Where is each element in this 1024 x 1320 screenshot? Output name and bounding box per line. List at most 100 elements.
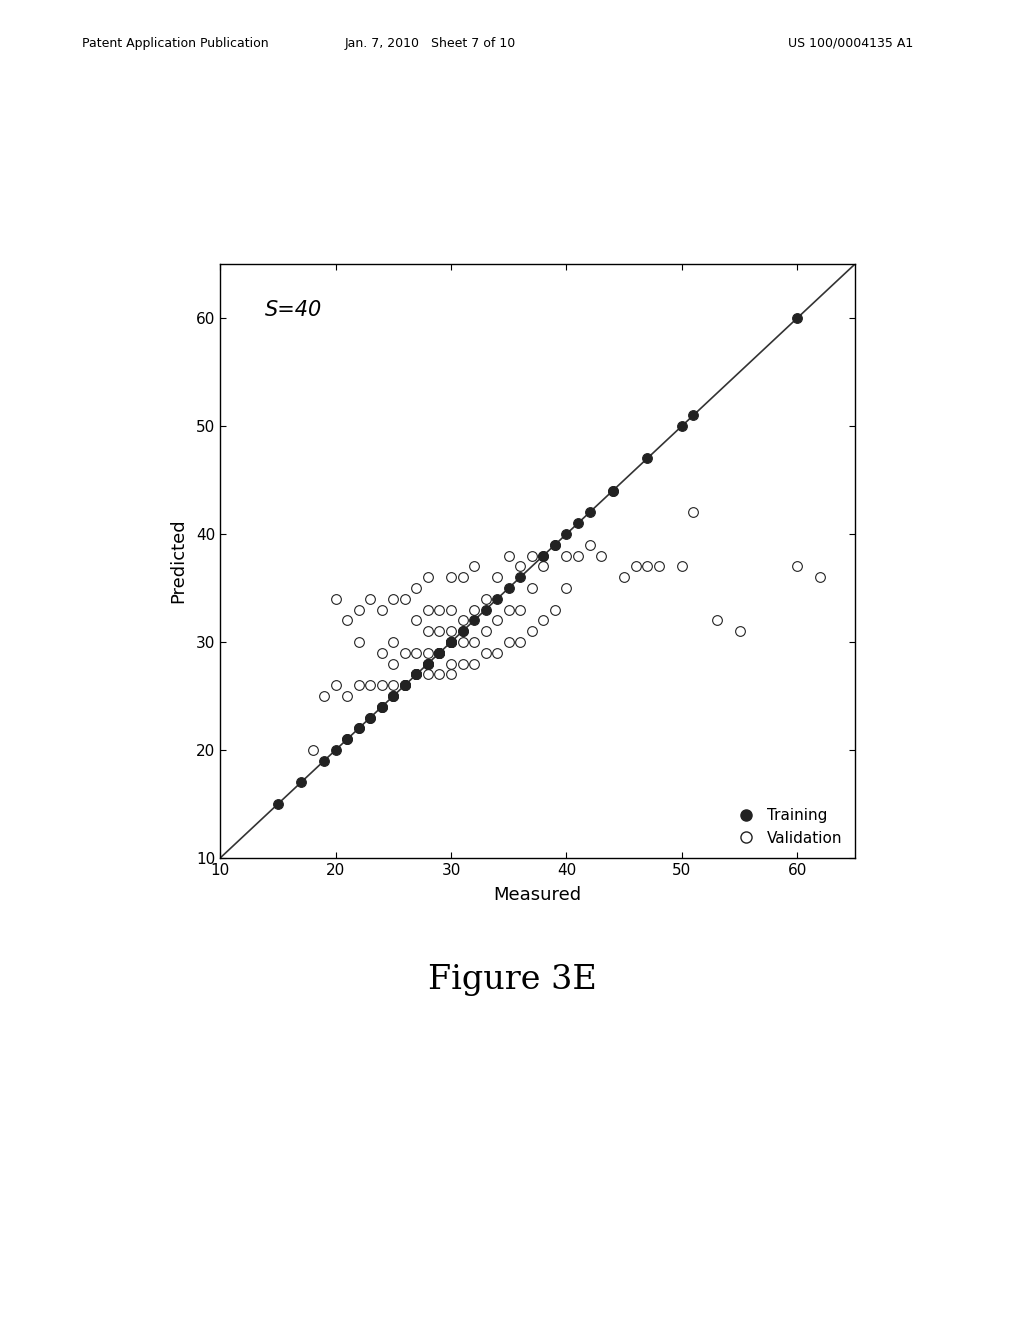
Point xyxy=(374,599,390,620)
Point xyxy=(442,631,459,652)
Point xyxy=(420,664,436,685)
Point xyxy=(489,643,506,664)
Point xyxy=(558,577,574,598)
Point xyxy=(339,729,355,750)
Point xyxy=(385,685,401,706)
Point xyxy=(339,729,355,750)
Point xyxy=(420,599,436,620)
Point xyxy=(420,566,436,587)
Point xyxy=(431,643,447,664)
Point xyxy=(639,447,655,469)
Point xyxy=(339,610,355,631)
Point xyxy=(420,620,436,642)
Point xyxy=(569,512,586,533)
Point xyxy=(420,643,436,664)
Point xyxy=(455,653,471,675)
Point xyxy=(409,664,425,685)
Point xyxy=(396,589,413,610)
Point xyxy=(512,599,528,620)
Point xyxy=(304,739,321,760)
Point xyxy=(536,556,552,577)
Point xyxy=(420,653,436,675)
Point xyxy=(385,653,401,675)
Point xyxy=(489,566,506,587)
Point xyxy=(409,643,425,664)
Point xyxy=(536,610,552,631)
Point xyxy=(420,653,436,675)
Point xyxy=(328,589,344,610)
Point xyxy=(362,675,379,696)
Point xyxy=(442,631,459,652)
Point xyxy=(582,502,598,523)
Point xyxy=(431,643,447,664)
X-axis label: Measured: Measured xyxy=(494,886,582,904)
Point xyxy=(639,556,655,577)
Text: S=40: S=40 xyxy=(264,300,322,319)
Point xyxy=(350,675,367,696)
Point xyxy=(431,620,447,642)
Point xyxy=(409,664,425,685)
Point xyxy=(501,631,517,652)
Point xyxy=(650,556,667,577)
Point xyxy=(501,545,517,566)
Point xyxy=(477,589,494,610)
Point xyxy=(442,631,459,652)
Point xyxy=(731,620,748,642)
Point xyxy=(431,599,447,620)
Point xyxy=(547,535,563,556)
Point xyxy=(362,708,379,729)
Point xyxy=(328,739,344,760)
Point xyxy=(569,545,586,566)
Point xyxy=(489,610,506,631)
Text: Jan. 7, 2010   Sheet 7 of 10: Jan. 7, 2010 Sheet 7 of 10 xyxy=(344,37,516,50)
Point xyxy=(466,631,482,652)
Point xyxy=(536,545,552,566)
Point xyxy=(812,566,828,587)
Point xyxy=(442,653,459,675)
Point xyxy=(477,599,494,620)
Point xyxy=(385,589,401,610)
Point xyxy=(616,566,633,587)
Point xyxy=(293,772,309,793)
Point xyxy=(547,535,563,556)
Point xyxy=(385,685,401,706)
Point xyxy=(385,631,401,652)
Point xyxy=(501,577,517,598)
Point xyxy=(790,308,806,329)
Legend: Training, Validation: Training, Validation xyxy=(726,804,848,850)
Point xyxy=(455,631,471,652)
Point xyxy=(477,620,494,642)
Point xyxy=(396,675,413,696)
Y-axis label: Predicted: Predicted xyxy=(170,519,187,603)
Point xyxy=(604,480,621,502)
Point xyxy=(396,675,413,696)
Point xyxy=(523,577,540,598)
Point xyxy=(409,610,425,631)
Point xyxy=(512,631,528,652)
Point xyxy=(315,750,332,771)
Point xyxy=(374,675,390,696)
Point xyxy=(685,502,701,523)
Point xyxy=(536,545,552,566)
Point xyxy=(350,599,367,620)
Point xyxy=(582,535,598,556)
Point xyxy=(328,675,344,696)
Point xyxy=(674,556,690,577)
Point xyxy=(396,675,413,696)
Point xyxy=(685,405,701,426)
Point xyxy=(431,643,447,664)
Point xyxy=(442,599,459,620)
Point xyxy=(604,480,621,502)
Point xyxy=(558,545,574,566)
Point xyxy=(362,708,379,729)
Point xyxy=(709,610,725,631)
Point xyxy=(350,718,367,739)
Point xyxy=(466,653,482,675)
Point xyxy=(455,610,471,631)
Point xyxy=(350,631,367,652)
Point xyxy=(431,643,447,664)
Point xyxy=(420,653,436,675)
Point xyxy=(409,664,425,685)
Point xyxy=(455,620,471,642)
Point xyxy=(269,793,286,814)
